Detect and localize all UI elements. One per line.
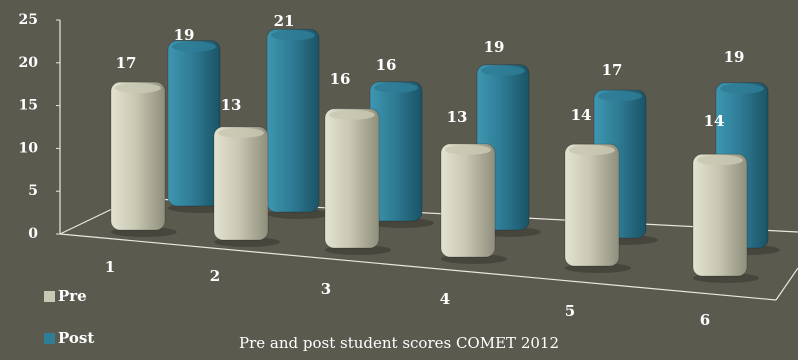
bar-post — [369, 81, 434, 228]
legend-swatch-pre — [44, 290, 55, 302]
x-tick-label: 3 — [321, 280, 331, 298]
legend-swatch-post — [44, 332, 55, 344]
data-label-post: 21 — [274, 12, 295, 30]
x-tick-label: 2 — [210, 267, 220, 285]
bar-pre — [324, 108, 391, 255]
data-label-pre: 14 — [704, 112, 725, 130]
x-axis-line — [59, 233, 777, 301]
data-label-post: 17 — [602, 61, 623, 79]
x-tick-label: 1 — [105, 258, 115, 276]
legend-label-pre: Pre — [58, 287, 87, 305]
data-label-pre: 13 — [447, 108, 468, 126]
bar-pre — [110, 81, 177, 237]
data-label-post: 19 — [724, 48, 745, 66]
data-label-pre: 14 — [571, 106, 592, 124]
y-tick-label: 20 — [19, 55, 39, 71]
bar-pre — [564, 143, 631, 273]
data-label-post: 19 — [484, 38, 505, 56]
x-tick-label: 4 — [440, 290, 450, 308]
legend-item-pre: Pre — [44, 287, 87, 305]
x-tick-label: 5 — [565, 302, 575, 320]
data-label-pre: 16 — [330, 70, 351, 88]
floor-right-edge — [775, 267, 798, 301]
data-label-post: 16 — [376, 56, 397, 74]
bar-post — [167, 40, 232, 213]
legend-label-post: Post — [58, 329, 95, 347]
legend-item-post: Post — [44, 329, 94, 347]
y-tick-label: 0 — [28, 226, 38, 242]
bar-pre — [692, 153, 759, 283]
data-label-pre: 17 — [116, 54, 137, 72]
y-tick-label: 5 — [28, 183, 38, 199]
bar-pre — [213, 126, 280, 247]
data-label-pre: 13 — [221, 96, 242, 114]
bar-post — [266, 28, 331, 219]
y-tick-label: 25 — [19, 12, 38, 28]
y-tick-label: 15 — [19, 98, 38, 114]
y-tick-label: 10 — [19, 140, 39, 156]
data-label-post: 19 — [174, 26, 195, 44]
x-tick-label: 6 — [700, 311, 710, 329]
chart-title: Pre and post student scores COMET 2012 — [238, 334, 559, 352]
bar-pre — [440, 143, 507, 264]
